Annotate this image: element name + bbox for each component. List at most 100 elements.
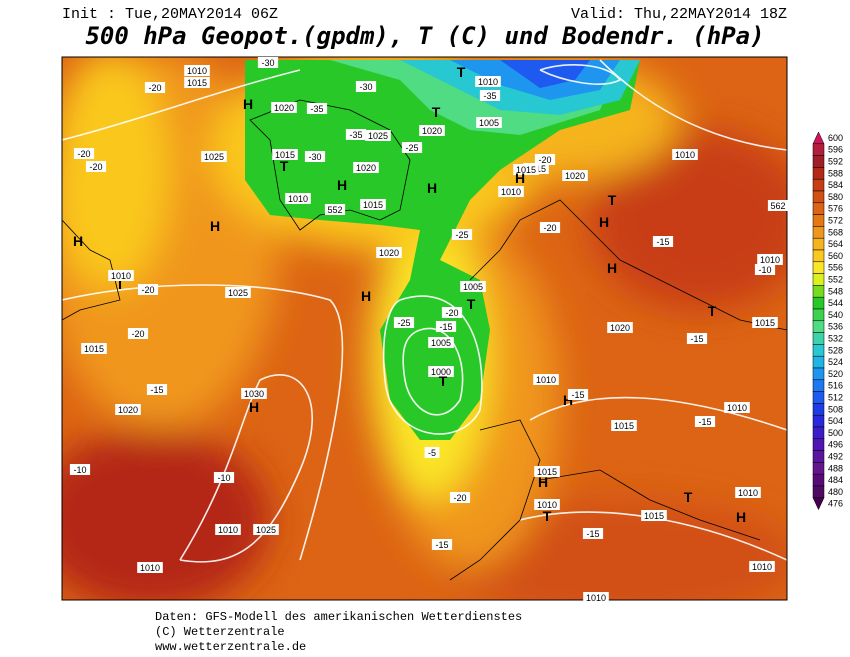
contour-label: -10 [758,265,771,275]
contour-label: -20 [538,155,551,165]
contour-label: -15 [586,529,599,539]
contour-label: 1010 [675,150,695,160]
colorbar-label: 552 [828,275,843,285]
map-field [62,57,787,600]
label-box [324,204,346,215]
label-box [184,77,210,88]
label-box [441,307,463,318]
label-box [355,81,377,92]
label-box [144,82,166,93]
colorbar-cell [812,249,825,263]
pressure-center: H [243,96,253,112]
label-box [641,510,667,521]
label-box [611,420,637,431]
contour-label: -25 [405,143,418,153]
colorbar-cell [812,438,825,451]
contour-label: -20 [148,83,161,93]
colorbar-label: 500 [828,428,843,438]
label-box [365,130,391,141]
label-box [376,247,402,258]
label-box [419,125,445,136]
contour-label: 1010 [738,488,758,498]
label-box [686,333,708,344]
colorbar-cell [812,344,825,357]
contour-label: -30 [261,58,274,68]
contour-label: 562 [770,201,785,211]
contour-label: -15 [435,540,448,550]
colorbar-cell [812,332,825,345]
pressure-center: T [708,303,717,319]
label-box [534,466,560,477]
init-time: Init : Tue,20MAY2014 06Z [62,6,278,23]
pressure-center: H [427,180,437,196]
label-box [431,539,453,550]
label-box [754,264,776,275]
contour-label: -35 [349,130,362,140]
colorbar-cell [812,237,825,251]
contour-label: 1005 [463,282,483,292]
contour-label: -20 [141,285,154,295]
contour-label: -20 [445,308,458,318]
contour-label: 1010 [111,271,131,281]
pressure-center: H [515,170,525,186]
contour-label: 1005 [479,118,499,128]
label-box [498,186,524,197]
label-box [127,328,149,339]
map-title: 500 hPa Geopot.(gpdm), T (C) und Bodendr… [85,22,764,50]
colorbar-label: 504 [828,416,843,426]
contour-label: 1010 [752,562,772,572]
label-box [137,284,159,295]
colorbar-label: 532 [828,334,843,344]
colorbar-label: 488 [828,463,843,473]
colorbar-label: 512 [828,393,843,403]
contour-label: 552 [327,205,342,215]
colorbar-cap [812,497,825,511]
colorbar-cell [812,367,825,381]
contour-label: -15 [150,385,163,395]
pressure-center: H [607,260,617,276]
contour-label: 1020 [356,163,376,173]
colorbar-label: 492 [828,452,843,462]
colorbar-label: 516 [828,381,843,391]
colorbar-label: 536 [828,322,843,332]
label-box [582,528,604,539]
label-box [428,366,454,377]
pressure-center: T [543,508,552,524]
contour-label: 1010 [140,563,160,573]
contour-label: 1015 [614,421,634,431]
label-box [513,164,539,175]
pressure-center: T [280,158,289,174]
label-box [69,464,91,475]
colorbar-label: 576 [828,204,843,214]
contour-label: 1020 [274,103,294,113]
contour-label: -20 [543,223,556,233]
pressure-center: T [432,104,441,120]
contour-label: -20 [89,162,102,172]
colorbar-label: 556 [828,263,843,273]
contour-label: -15 [690,334,703,344]
label-box [213,472,235,483]
label-box [539,222,561,233]
colorbar-label: 580 [828,192,843,202]
label-box [724,402,750,413]
colorbar-cell [812,391,825,404]
contour-label: 1010 [478,77,498,87]
label-box [752,317,778,328]
pressure-center: H [249,399,259,415]
pressure-center: H [337,177,347,193]
contour-label: -30 [308,152,321,162]
label-box [393,317,415,328]
contour-label: -15 [656,237,669,247]
label-box [401,142,423,153]
label-box [304,151,326,162]
colorbar-label: 548 [828,286,843,296]
colorbar-cell [812,485,825,499]
contour-label: 1010 [501,187,521,197]
colorbar-cell [812,414,825,428]
contour-label: 1010 [536,375,556,385]
colorbar-cell [812,462,825,475]
label-box [85,161,107,172]
label-box [533,374,559,385]
label-box [672,149,698,160]
colorbar-label: 600 [828,133,843,143]
